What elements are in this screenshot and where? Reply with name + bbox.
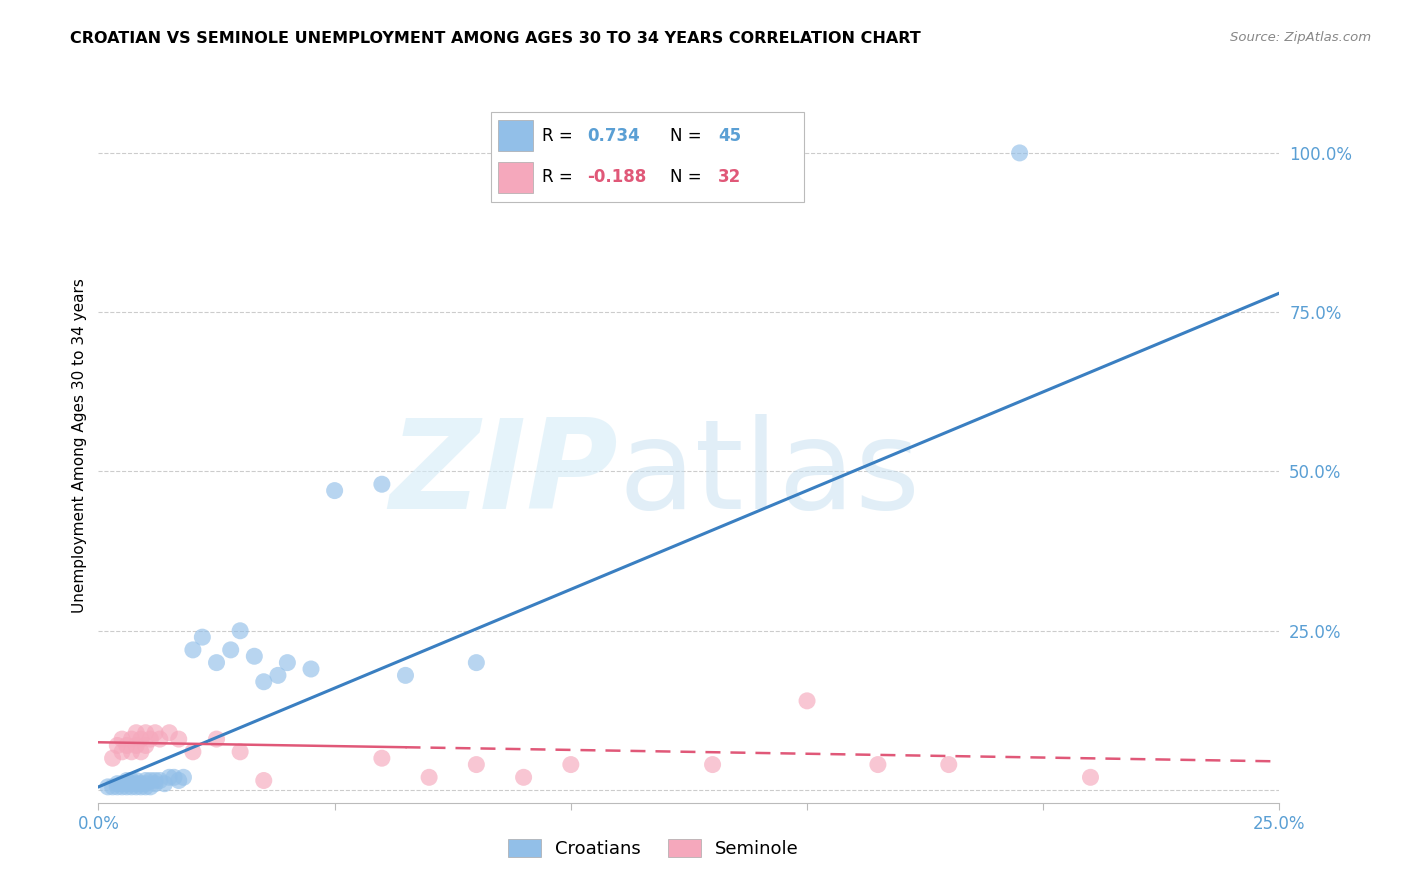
- Point: [153, 777, 176, 791]
- Point: [121, 732, 143, 747]
- Point: [125, 780, 148, 794]
- Text: ZIP: ZIP: [389, 414, 619, 535]
- Point: [115, 777, 138, 791]
- Point: [111, 780, 134, 794]
- Point: [111, 745, 134, 759]
- Point: [101, 751, 124, 765]
- Point: [418, 770, 440, 784]
- Point: [157, 770, 180, 784]
- Point: [243, 649, 266, 664]
- Point: [181, 643, 204, 657]
- Point: [125, 777, 148, 791]
- Point: [105, 739, 128, 753]
- Point: [139, 732, 162, 747]
- Point: [229, 624, 252, 638]
- Point: [229, 745, 252, 759]
- Point: [219, 643, 242, 657]
- Point: [105, 777, 128, 791]
- Point: [465, 757, 488, 772]
- Point: [143, 773, 166, 788]
- Point: [115, 780, 138, 794]
- Point: [172, 770, 194, 784]
- Point: [135, 739, 157, 753]
- Point: [205, 656, 228, 670]
- Point: [1008, 145, 1031, 160]
- Text: atlas: atlas: [619, 414, 920, 535]
- Point: [135, 725, 157, 739]
- Point: [97, 780, 120, 794]
- Point: [143, 777, 166, 791]
- Point: [121, 777, 143, 791]
- Legend: Croatians, Seminole: Croatians, Seminole: [501, 831, 806, 865]
- Point: [135, 780, 157, 794]
- Point: [276, 656, 298, 670]
- Point: [121, 773, 143, 788]
- Text: CROATIAN VS SEMINOLE UNEMPLOYMENT AMONG AGES 30 TO 34 YEARS CORRELATION CHART: CROATIAN VS SEMINOLE UNEMPLOYMENT AMONG …: [70, 31, 921, 46]
- Point: [125, 725, 148, 739]
- Point: [371, 751, 394, 765]
- Point: [129, 777, 152, 791]
- Point: [465, 656, 488, 670]
- Point: [135, 773, 157, 788]
- Point: [121, 745, 143, 759]
- Point: [866, 757, 889, 772]
- Point: [702, 757, 724, 772]
- Point: [115, 773, 138, 788]
- Point: [394, 668, 416, 682]
- Point: [143, 725, 166, 739]
- Point: [111, 777, 134, 791]
- Point: [149, 773, 172, 788]
- Y-axis label: Unemployment Among Ages 30 to 34 years: Unemployment Among Ages 30 to 34 years: [72, 278, 87, 614]
- Point: [111, 732, 134, 747]
- Point: [125, 739, 148, 753]
- Point: [205, 732, 228, 747]
- Point: [938, 757, 960, 772]
- Point: [267, 668, 290, 682]
- Point: [560, 757, 582, 772]
- Point: [115, 739, 138, 753]
- Point: [139, 773, 162, 788]
- Point: [125, 773, 148, 788]
- Point: [129, 745, 152, 759]
- Point: [191, 630, 214, 644]
- Point: [135, 777, 157, 791]
- Point: [163, 770, 186, 784]
- Point: [167, 732, 190, 747]
- Point: [371, 477, 394, 491]
- Text: Source: ZipAtlas.com: Source: ZipAtlas.com: [1230, 31, 1371, 45]
- Point: [157, 725, 180, 739]
- Point: [253, 674, 276, 689]
- Point: [167, 773, 190, 788]
- Point: [129, 732, 152, 747]
- Point: [323, 483, 346, 498]
- Point: [181, 745, 204, 759]
- Point: [121, 780, 143, 794]
- Point: [129, 780, 152, 794]
- Point: [1080, 770, 1102, 784]
- Point: [149, 732, 172, 747]
- Point: [139, 780, 162, 794]
- Point: [101, 780, 124, 794]
- Point: [105, 780, 128, 794]
- Point: [253, 773, 276, 788]
- Point: [796, 694, 818, 708]
- Point: [512, 770, 534, 784]
- Point: [299, 662, 322, 676]
